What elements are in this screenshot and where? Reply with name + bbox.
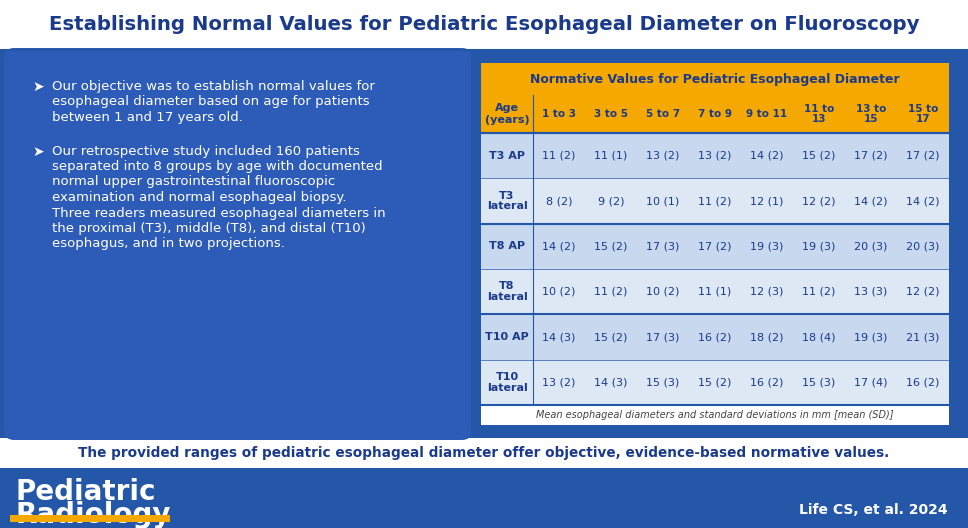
Text: Three readers measured esophageal diameters in: Three readers measured esophageal diamet… [52, 206, 385, 220]
Text: T8 AP: T8 AP [489, 241, 525, 251]
Text: T3
lateral: T3 lateral [487, 191, 528, 211]
Text: examination and normal esophageal biopsy.: examination and normal esophageal biopsy… [52, 191, 347, 204]
Text: T10
lateral: T10 lateral [487, 372, 528, 393]
Bar [481, 133, 949, 178]
Text: 10 (1): 10 (1) [647, 196, 680, 206]
Text: 17 (3): 17 (3) [647, 241, 680, 251]
Text: 1 to 3: 1 to 3 [542, 109, 576, 119]
Bar [10, 515, 170, 522]
Text: 17 (3): 17 (3) [647, 332, 680, 342]
Text: 15 (2): 15 (2) [594, 332, 627, 342]
Text: 17 (2): 17 (2) [854, 150, 888, 161]
Text: 12 (2): 12 (2) [906, 287, 940, 297]
Text: 19 (3): 19 (3) [750, 241, 784, 251]
Bar [481, 314, 949, 360]
Text: 15 (3): 15 (3) [647, 378, 680, 388]
Bar [481, 269, 949, 314]
Text: normal upper gastrointestinal fluoroscopic: normal upper gastrointestinal fluoroscop… [52, 175, 335, 188]
Text: 13 (2): 13 (2) [647, 150, 680, 161]
Text: 9 (2): 9 (2) [598, 196, 624, 206]
Text: 7 to 9: 7 to 9 [698, 109, 732, 119]
Text: 19 (3): 19 (3) [802, 241, 835, 251]
Bar [0, 468, 968, 528]
Text: 12 (3): 12 (3) [750, 287, 784, 297]
Text: The provided ranges of pediatric esophageal diameter offer objective, evidence-b: The provided ranges of pediatric esophag… [78, 446, 890, 460]
Text: 11 to
13: 11 to 13 [803, 103, 834, 125]
Text: Life CS, et al. 2024: Life CS, et al. 2024 [800, 503, 948, 517]
Bar [481, 178, 949, 224]
Text: T10 AP: T10 AP [485, 332, 529, 342]
Text: ➤: ➤ [32, 145, 44, 158]
Text: 15 (3): 15 (3) [802, 378, 835, 388]
Text: 15 (2): 15 (2) [594, 241, 627, 251]
Text: 12 (1): 12 (1) [750, 196, 784, 206]
Text: 21 (3): 21 (3) [906, 332, 940, 342]
Text: 11 (2): 11 (2) [594, 287, 627, 297]
Text: 15 (2): 15 (2) [802, 150, 835, 161]
Bar [481, 63, 949, 425]
Text: separated into 8 groups by age with documented: separated into 8 groups by age with docu… [52, 160, 382, 173]
Text: 20 (3): 20 (3) [906, 241, 940, 251]
Text: 17 (2): 17 (2) [906, 150, 940, 161]
Text: esophagus, and in two projections.: esophagus, and in two projections. [52, 238, 285, 250]
Text: T8
lateral: T8 lateral [487, 281, 528, 302]
Text: the proximal (T3), middle (T8), and distal (T10): the proximal (T3), middle (T8), and dist… [52, 222, 366, 235]
Text: 14 (2): 14 (2) [854, 196, 888, 206]
Text: 17 (2): 17 (2) [698, 241, 732, 251]
Bar [0, 50, 968, 438]
Text: 10 (2): 10 (2) [542, 287, 576, 297]
Text: 12 (2): 12 (2) [802, 196, 835, 206]
Text: between 1 and 17 years old.: between 1 and 17 years old. [52, 111, 243, 124]
Text: Normative Values for Pediatric Esophageal Diameter: Normative Values for Pediatric Esophagea… [530, 72, 900, 86]
Text: 13 (2): 13 (2) [698, 150, 732, 161]
Bar [481, 63, 949, 95]
Text: 16 (2): 16 (2) [906, 378, 940, 388]
Text: 11 (1): 11 (1) [698, 287, 732, 297]
Bar [0, 438, 968, 468]
Text: 14 (3): 14 (3) [594, 378, 627, 388]
Text: ➤: ➤ [32, 80, 44, 94]
FancyBboxPatch shape [4, 48, 472, 440]
Text: 8 (2): 8 (2) [546, 196, 572, 206]
Text: 13 (2): 13 (2) [542, 378, 576, 388]
Bar [481, 224, 949, 269]
Text: 18 (4): 18 (4) [802, 332, 835, 342]
Text: 13 (3): 13 (3) [855, 287, 888, 297]
Bar [481, 95, 949, 133]
Text: Mean esophageal diameters and standard deviations in mm [mean (SD)]: Mean esophageal diameters and standard d… [536, 410, 893, 420]
Text: 13 to
15: 13 to 15 [856, 103, 886, 125]
Text: 14 (2): 14 (2) [750, 150, 784, 161]
FancyBboxPatch shape [471, 53, 959, 435]
Text: 14 (2): 14 (2) [906, 196, 940, 206]
Text: 3 to 5: 3 to 5 [594, 109, 628, 119]
Text: Age
(years): Age (years) [485, 103, 529, 125]
Text: Radiology: Radiology [16, 501, 171, 528]
Text: 14 (2): 14 (2) [542, 241, 576, 251]
Text: 20 (3): 20 (3) [855, 241, 888, 251]
Text: 11 (2): 11 (2) [542, 150, 576, 161]
Text: Pediatric: Pediatric [16, 478, 157, 506]
Text: 15 to
17: 15 to 17 [908, 103, 938, 125]
Text: 9 to 11: 9 to 11 [746, 109, 788, 119]
Text: 15 (2): 15 (2) [698, 378, 732, 388]
Text: 16 (2): 16 (2) [698, 332, 732, 342]
Text: 16 (2): 16 (2) [750, 378, 784, 388]
Text: Our objective was to establish normal values for: Our objective was to establish normal va… [52, 80, 375, 93]
Text: Our retrospective study included 160 patients: Our retrospective study included 160 pat… [52, 145, 360, 157]
Text: T3 AP: T3 AP [489, 150, 525, 161]
Text: 11 (2): 11 (2) [698, 196, 732, 206]
Text: 18 (2): 18 (2) [750, 332, 784, 342]
Text: 11 (1): 11 (1) [594, 150, 627, 161]
Bar [481, 360, 949, 405]
Text: 10 (2): 10 (2) [647, 287, 680, 297]
Text: esophageal diameter based on age for patients: esophageal diameter based on age for pat… [52, 96, 370, 108]
Text: 14 (3): 14 (3) [542, 332, 576, 342]
Text: 11 (2): 11 (2) [802, 287, 835, 297]
Text: 19 (3): 19 (3) [855, 332, 888, 342]
Text: 5 to 7: 5 to 7 [646, 109, 681, 119]
Text: 17 (4): 17 (4) [854, 378, 888, 388]
Text: Establishing Normal Values for Pediatric Esophageal Diameter on Fluoroscopy: Establishing Normal Values for Pediatric… [48, 15, 920, 34]
